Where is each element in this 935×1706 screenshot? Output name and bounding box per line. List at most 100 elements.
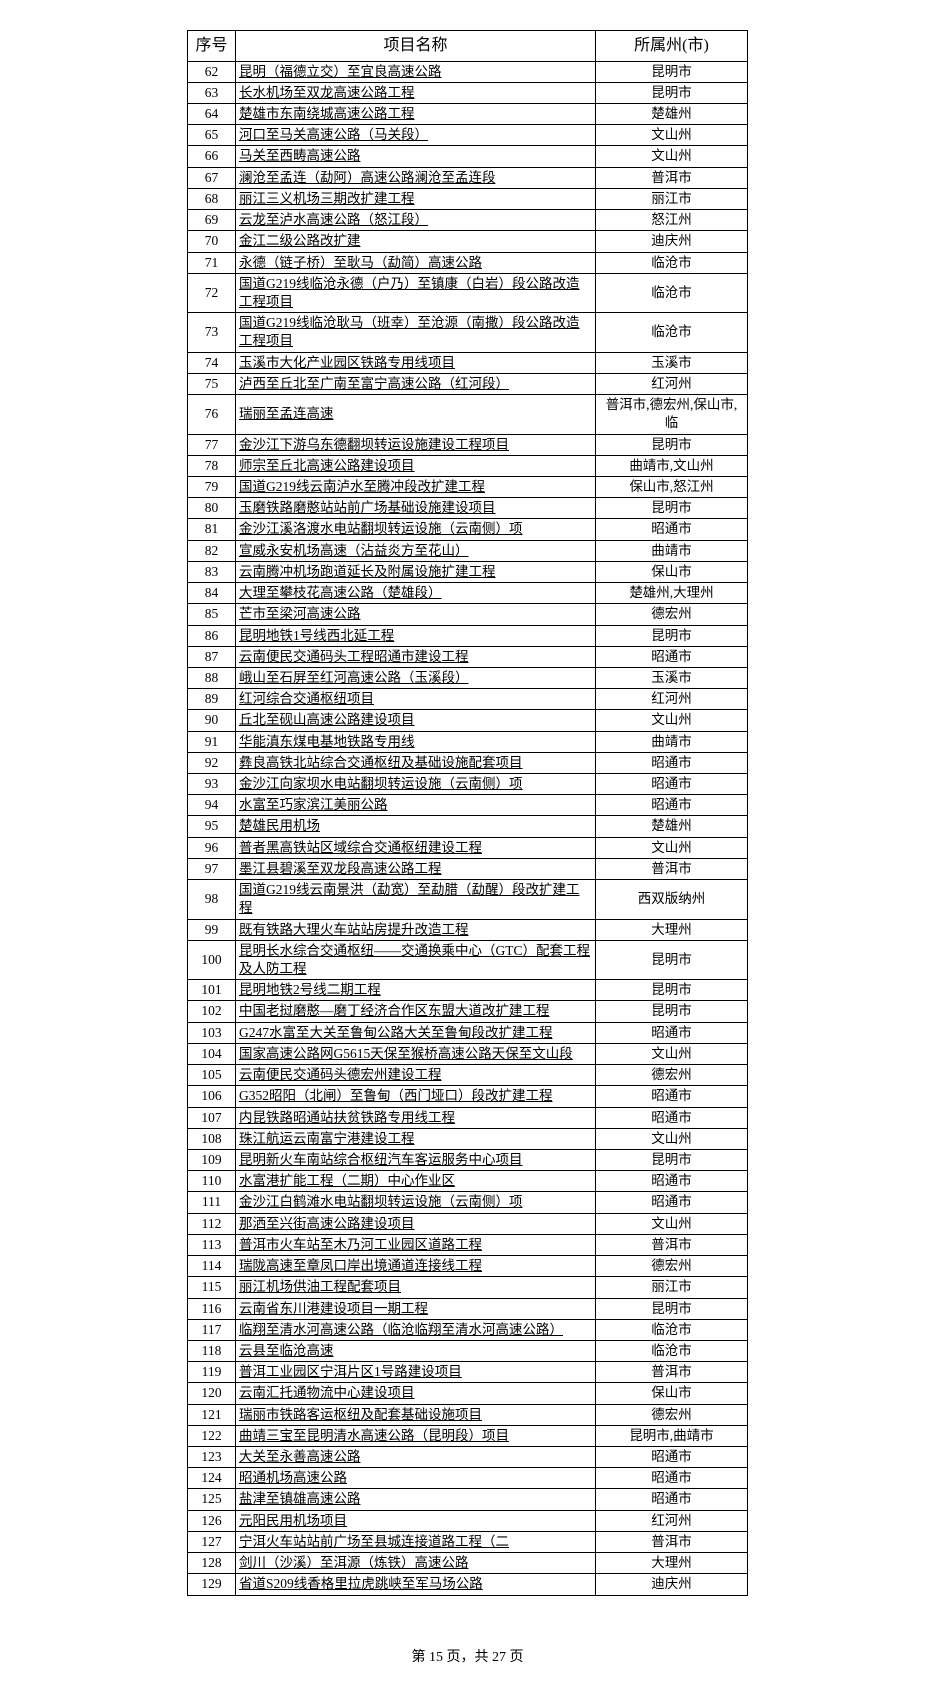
cell-region: 昆明市: [596, 498, 748, 519]
cell-seq: 121: [188, 1404, 236, 1425]
cell-seq: 76: [188, 395, 236, 434]
document-page: 序号 项目名称 所属州(市) 62昆明（福德立交）至宜良高速公路昆明市63长水机…: [0, 30, 935, 1666]
table-row: 116云南省东川港建设项目一期工程昆明市: [188, 1298, 748, 1319]
table-row: 126元阳民用机场项目红河州: [188, 1510, 748, 1531]
cell-seq: 100: [188, 940, 236, 979]
cell-region: 普洱市: [596, 167, 748, 188]
cell-name: 华能滇东煤电基地铁路专用线: [236, 731, 596, 752]
cell-seq: 118: [188, 1340, 236, 1361]
cell-seq: 109: [188, 1149, 236, 1170]
cell-name: 金沙江向家坝水电站翻坝转运设施（云南侧）项: [236, 774, 596, 795]
cell-seq: 107: [188, 1107, 236, 1128]
cell-seq: 74: [188, 352, 236, 373]
cell-region: 昆明市: [596, 82, 748, 103]
cell-region: 昭通市: [596, 1192, 748, 1213]
cell-name: 丘北至砚山高速公路建设项目: [236, 710, 596, 731]
cell-name: 瑞丽市铁路客运枢纽及配套基础设施项目: [236, 1404, 596, 1425]
cell-name: 永德（链子桥）至耿马（勐简）高速公路: [236, 252, 596, 273]
table-row: 68丽江三义机场三期改扩建工程丽江市: [188, 188, 748, 209]
cell-name: 昭通机场高速公路: [236, 1468, 596, 1489]
table-row: 69云龙至泸水高速公路（怒江段）怒江州: [188, 210, 748, 231]
table-row: 87云南便民交通码头工程昭通市建设工程昭通市: [188, 646, 748, 667]
table-row: 92彝良高铁北站综合交通枢纽及基础设施配套项目昭通市: [188, 752, 748, 773]
cell-region: 普洱市: [596, 858, 748, 879]
cell-region: 昆明市: [596, 980, 748, 1001]
cell-name: 既有铁路大理火车站站房提升改造工程: [236, 919, 596, 940]
cell-region: 普洱市: [596, 1362, 748, 1383]
table-row: 114瑞陇高速至章凤口岸出境通道连接线工程德宏州: [188, 1256, 748, 1277]
cell-region: 文山州: [596, 837, 748, 858]
cell-region: 普洱市: [596, 1531, 748, 1552]
cell-seq: 96: [188, 837, 236, 858]
cell-name: 峨山至石屏至红河高速公路（玉溪段）: [236, 667, 596, 688]
table-row: 79国道G219线云南泸水至腾冲段改扩建工程保山市,怒江州: [188, 476, 748, 497]
cell-name: 玉溪市大化产业园区铁路专用线项目: [236, 352, 596, 373]
cell-region: 曲靖市: [596, 731, 748, 752]
cell-seq: 110: [188, 1171, 236, 1192]
cell-region: 昭通市: [596, 1086, 748, 1107]
cell-seq: 111: [188, 1192, 236, 1213]
cell-region: 昭通市: [596, 1022, 748, 1043]
cell-seq: 64: [188, 104, 236, 125]
cell-region: 玉溪市: [596, 352, 748, 373]
table-row: 70金江二级公路改扩建迪庆州: [188, 231, 748, 252]
cell-region: 昆明市: [596, 625, 748, 646]
table-row: 122曲靖三宝至昆明清水高速公路（昆明段）项目昆明市,曲靖市: [188, 1425, 748, 1446]
cell-region: 大理州: [596, 919, 748, 940]
cell-seq: 112: [188, 1213, 236, 1234]
table-row: 89红河综合交通枢纽项目红河州: [188, 689, 748, 710]
cell-seq: 104: [188, 1043, 236, 1064]
cell-name: 国道G219线临沧耿马（班幸）至沧源（南撒）段公路改造工程项目: [236, 313, 596, 352]
table-row: 86昆明地铁1号线西北延工程昆明市: [188, 625, 748, 646]
cell-name: 普洱工业园区宁洱片区1号路建设项目: [236, 1362, 596, 1383]
cell-name: 剑川（沙溪）至洱源（炼铁）高速公路: [236, 1553, 596, 1574]
cell-seq: 119: [188, 1362, 236, 1383]
cell-name: 临翔至清水河高速公路（临沧临翔至清水河高速公路）: [236, 1319, 596, 1340]
cell-name: 金沙江下游乌东德翻坝转运设施建设工程项目: [236, 434, 596, 455]
table-row: 73国道G219线临沧耿马（班幸）至沧源（南撒）段公路改造工程项目临沧市: [188, 313, 748, 352]
cell-name: 彝良高铁北站综合交通枢纽及基础设施配套项目: [236, 752, 596, 773]
cell-seq: 95: [188, 816, 236, 837]
table-row: 103G247水富至大关至鲁甸公路大关至鲁甸段改扩建工程昭通市: [188, 1022, 748, 1043]
cell-name: 泸西至丘北至广南至富宁高速公路（红河段）: [236, 373, 596, 394]
cell-name: 瑞陇高速至章凤口岸出境通道连接线工程: [236, 1256, 596, 1277]
cell-seq: 69: [188, 210, 236, 231]
cell-seq: 124: [188, 1468, 236, 1489]
cell-region: 昭通市: [596, 752, 748, 773]
table-row: 90丘北至砚山高速公路建设项目文山州: [188, 710, 748, 731]
cell-seq: 126: [188, 1510, 236, 1531]
cell-region: 怒江州: [596, 210, 748, 231]
table-row: 83云南腾冲机场跑道延长及附属设施扩建工程保山市: [188, 561, 748, 582]
cell-seq: 71: [188, 252, 236, 273]
cell-region: 昭通市: [596, 1447, 748, 1468]
cell-region: 昭通市: [596, 1489, 748, 1510]
cell-region: 楚雄州: [596, 816, 748, 837]
cell-region: 文山州: [596, 146, 748, 167]
cell-region: 昭通市: [596, 1468, 748, 1489]
cell-seq: 120: [188, 1383, 236, 1404]
cell-seq: 63: [188, 82, 236, 103]
table-row: 71永德（链子桥）至耿马（勐简）高速公路临沧市: [188, 252, 748, 273]
cell-name: G352昭阳（北闸）至鲁甸（西门垭口）段改扩建工程: [236, 1086, 596, 1107]
cell-region: 昭通市: [596, 1107, 748, 1128]
cell-region: 德宏州: [596, 604, 748, 625]
cell-name: 昆明地铁1号线西北延工程: [236, 625, 596, 646]
cell-name: 国家高速公路网G5615天保至猴桥高速公路天保至文山段: [236, 1043, 596, 1064]
cell-seq: 127: [188, 1531, 236, 1552]
cell-region: 文山州: [596, 1128, 748, 1149]
cell-seq: 99: [188, 919, 236, 940]
cell-name: 师宗至丘北高速公路建设项目: [236, 455, 596, 476]
table-row: 62昆明（福德立交）至宜良高速公路昆明市: [188, 61, 748, 82]
table-row: 123大关至永善高速公路昭通市: [188, 1447, 748, 1468]
table-row: 102中国老挝磨憨—磨丁经济合作区东盟大道改扩建工程昆明市: [188, 1001, 748, 1022]
cell-seq: 125: [188, 1489, 236, 1510]
cell-name: 国道G219线云南景洪（勐宽）至勐腊（勐醒）段改扩建工程: [236, 880, 596, 919]
table-row: 91华能滇东煤电基地铁路专用线曲靖市: [188, 731, 748, 752]
cell-seq: 98: [188, 880, 236, 919]
cell-region: 曲靖市: [596, 540, 748, 561]
cell-seq: 66: [188, 146, 236, 167]
cell-region: 临沧市: [596, 1319, 748, 1340]
table-row: 109昆明新火车南站综合枢纽汽车客运服务中心项目昆明市: [188, 1149, 748, 1170]
table-row: 121瑞丽市铁路客运枢纽及配套基础设施项目德宏州: [188, 1404, 748, 1425]
cell-seq: 92: [188, 752, 236, 773]
